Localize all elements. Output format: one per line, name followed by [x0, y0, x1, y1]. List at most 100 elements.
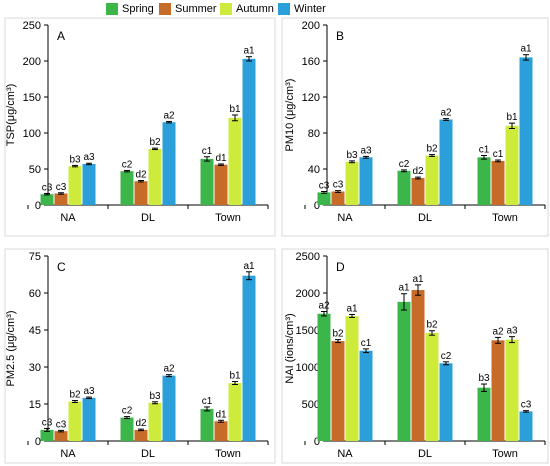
- bar-summer-dl: [134, 181, 148, 205]
- significance-label: d1: [215, 409, 227, 420]
- y-tick-label: 15: [29, 399, 41, 411]
- bar-spring-dl: [397, 301, 411, 441]
- bar-autumn-town: [505, 339, 519, 441]
- significance-label: b1: [229, 104, 241, 115]
- panel-d: 0 500 1000 1500 2000 2500 NA DL Town D NAI (ions/c…: [281, 248, 549, 464]
- x-tick-label-dl: DL: [141, 212, 155, 224]
- bar-winter-na: [359, 350, 373, 441]
- bar-winter-dl: [162, 122, 176, 205]
- legend-swatch-winter: [278, 3, 290, 15]
- significance-label: c2: [122, 406, 133, 417]
- x-tick-label-town: Town: [215, 212, 241, 224]
- significance-label: c1: [202, 396, 213, 407]
- bar-autumn-town: [228, 383, 242, 441]
- panel-border: [281, 248, 549, 464]
- bar-autumn-dl: [425, 332, 439, 441]
- bar-spring-dl: [120, 417, 134, 441]
- significance-label: c1: [479, 145, 490, 156]
- y-axis-label: NAI (ions/cm³): [284, 313, 296, 383]
- panel-letter: A: [57, 29, 65, 43]
- panel-border: [4, 248, 276, 464]
- legend-item-winter: Winter: [278, 3, 326, 15]
- significance-label: a3: [83, 386, 95, 397]
- significance-label: a3: [360, 145, 372, 156]
- significance-label: b2: [426, 144, 438, 155]
- bar-spring-town: [477, 157, 491, 205]
- bar-winter-town: [519, 411, 533, 441]
- x-tick-label-town: Town: [215, 448, 241, 460]
- bar-spring-na: [317, 192, 331, 205]
- significance-label: c3: [56, 419, 67, 430]
- bar-autumn-dl: [148, 402, 162, 441]
- bar-winter-town: [242, 58, 256, 206]
- significance-label: c3: [319, 181, 330, 192]
- significance-label: b2: [426, 320, 438, 331]
- significance-label: c1: [361, 338, 372, 349]
- x-tick-label-na: NA: [337, 212, 353, 224]
- y-tick-label: 0: [35, 200, 41, 212]
- bar-summer-dl: [411, 290, 425, 441]
- significance-label: d1: [215, 153, 227, 164]
- panel-b: 0 40 80 120 160 200 NA DL Town B PM10 (μg/cm³) c3 c2…: [281, 17, 549, 237]
- bar-summer-dl: [411, 178, 425, 205]
- y-tick-label: 200: [302, 20, 320, 32]
- significance-label: c1: [493, 149, 504, 160]
- significance-label: b1: [506, 112, 518, 123]
- panel-letter: D: [336, 260, 345, 274]
- bar-winter-dl: [162, 375, 176, 441]
- bar-spring-na: [40, 194, 54, 205]
- panel-a: 0 50 100 150 200 250 NA DL Town A TSP(μg/cm³) c3 c2 c…: [4, 17, 276, 237]
- y-tick-label: 160: [302, 56, 320, 68]
- significance-label: c3: [42, 182, 53, 193]
- y-tick-label: 200: [23, 56, 41, 68]
- bar-winter-na: [82, 163, 96, 205]
- significance-label: a2: [440, 108, 452, 119]
- y-tick-label: 50: [29, 164, 41, 176]
- y-tick-label: 75: [29, 251, 41, 263]
- panel-letter: B: [336, 29, 344, 43]
- y-tick-label: 45: [29, 325, 41, 337]
- legend-item-autumn: Autumn: [220, 3, 274, 15]
- panel-letter: C: [57, 260, 66, 274]
- y-axis-label: TSP(μg/cm³): [5, 84, 17, 147]
- y-tick-label: 0: [314, 436, 320, 448]
- y-tick-label: 30: [29, 362, 41, 374]
- significance-label: a1: [346, 303, 358, 314]
- x-tick-label-town: Town: [492, 448, 518, 460]
- bar-autumn-town: [505, 125, 519, 205]
- significance-label: a2: [163, 364, 175, 375]
- legend-swatch-spring: [106, 3, 118, 15]
- significance-label: a1: [398, 283, 410, 294]
- bar-winter-na: [82, 397, 96, 441]
- legend-item-summer: Summer: [159, 3, 217, 15]
- bar-autumn-dl: [148, 148, 162, 205]
- significance-label: c3: [333, 180, 344, 191]
- y-tick-label: 0: [35, 436, 41, 448]
- significance-label: b3: [69, 154, 81, 165]
- significance-label: a3: [83, 152, 95, 163]
- significance-label: c2: [441, 351, 452, 362]
- legend-label-spring: Spring: [122, 3, 154, 15]
- panel-border: [281, 17, 549, 237]
- y-tick-label: 40: [308, 164, 320, 176]
- y-axis-label: PM10 (μg/cm³): [284, 79, 296, 152]
- y-tick-label: 1500: [296, 325, 320, 337]
- legend-label-winter: Winter: [294, 3, 326, 15]
- significance-label: b2: [149, 137, 161, 148]
- x-tick-label-na: NA: [337, 448, 353, 460]
- bar-spring-town: [477, 387, 491, 441]
- significance-label: c3: [56, 182, 67, 193]
- significance-label: b2: [332, 329, 344, 340]
- significance-label: c1: [202, 146, 213, 157]
- significance-label: a1: [520, 44, 532, 55]
- bar-summer-town: [214, 421, 228, 441]
- bar-autumn-town: [228, 117, 242, 205]
- significance-label: b2: [69, 390, 81, 401]
- bar-autumn-na: [345, 161, 359, 205]
- bar-autumn-dl: [425, 155, 439, 205]
- bar-spring-town: [200, 158, 214, 205]
- y-tick-label: 60: [29, 288, 41, 300]
- bar-winter-na: [359, 157, 373, 205]
